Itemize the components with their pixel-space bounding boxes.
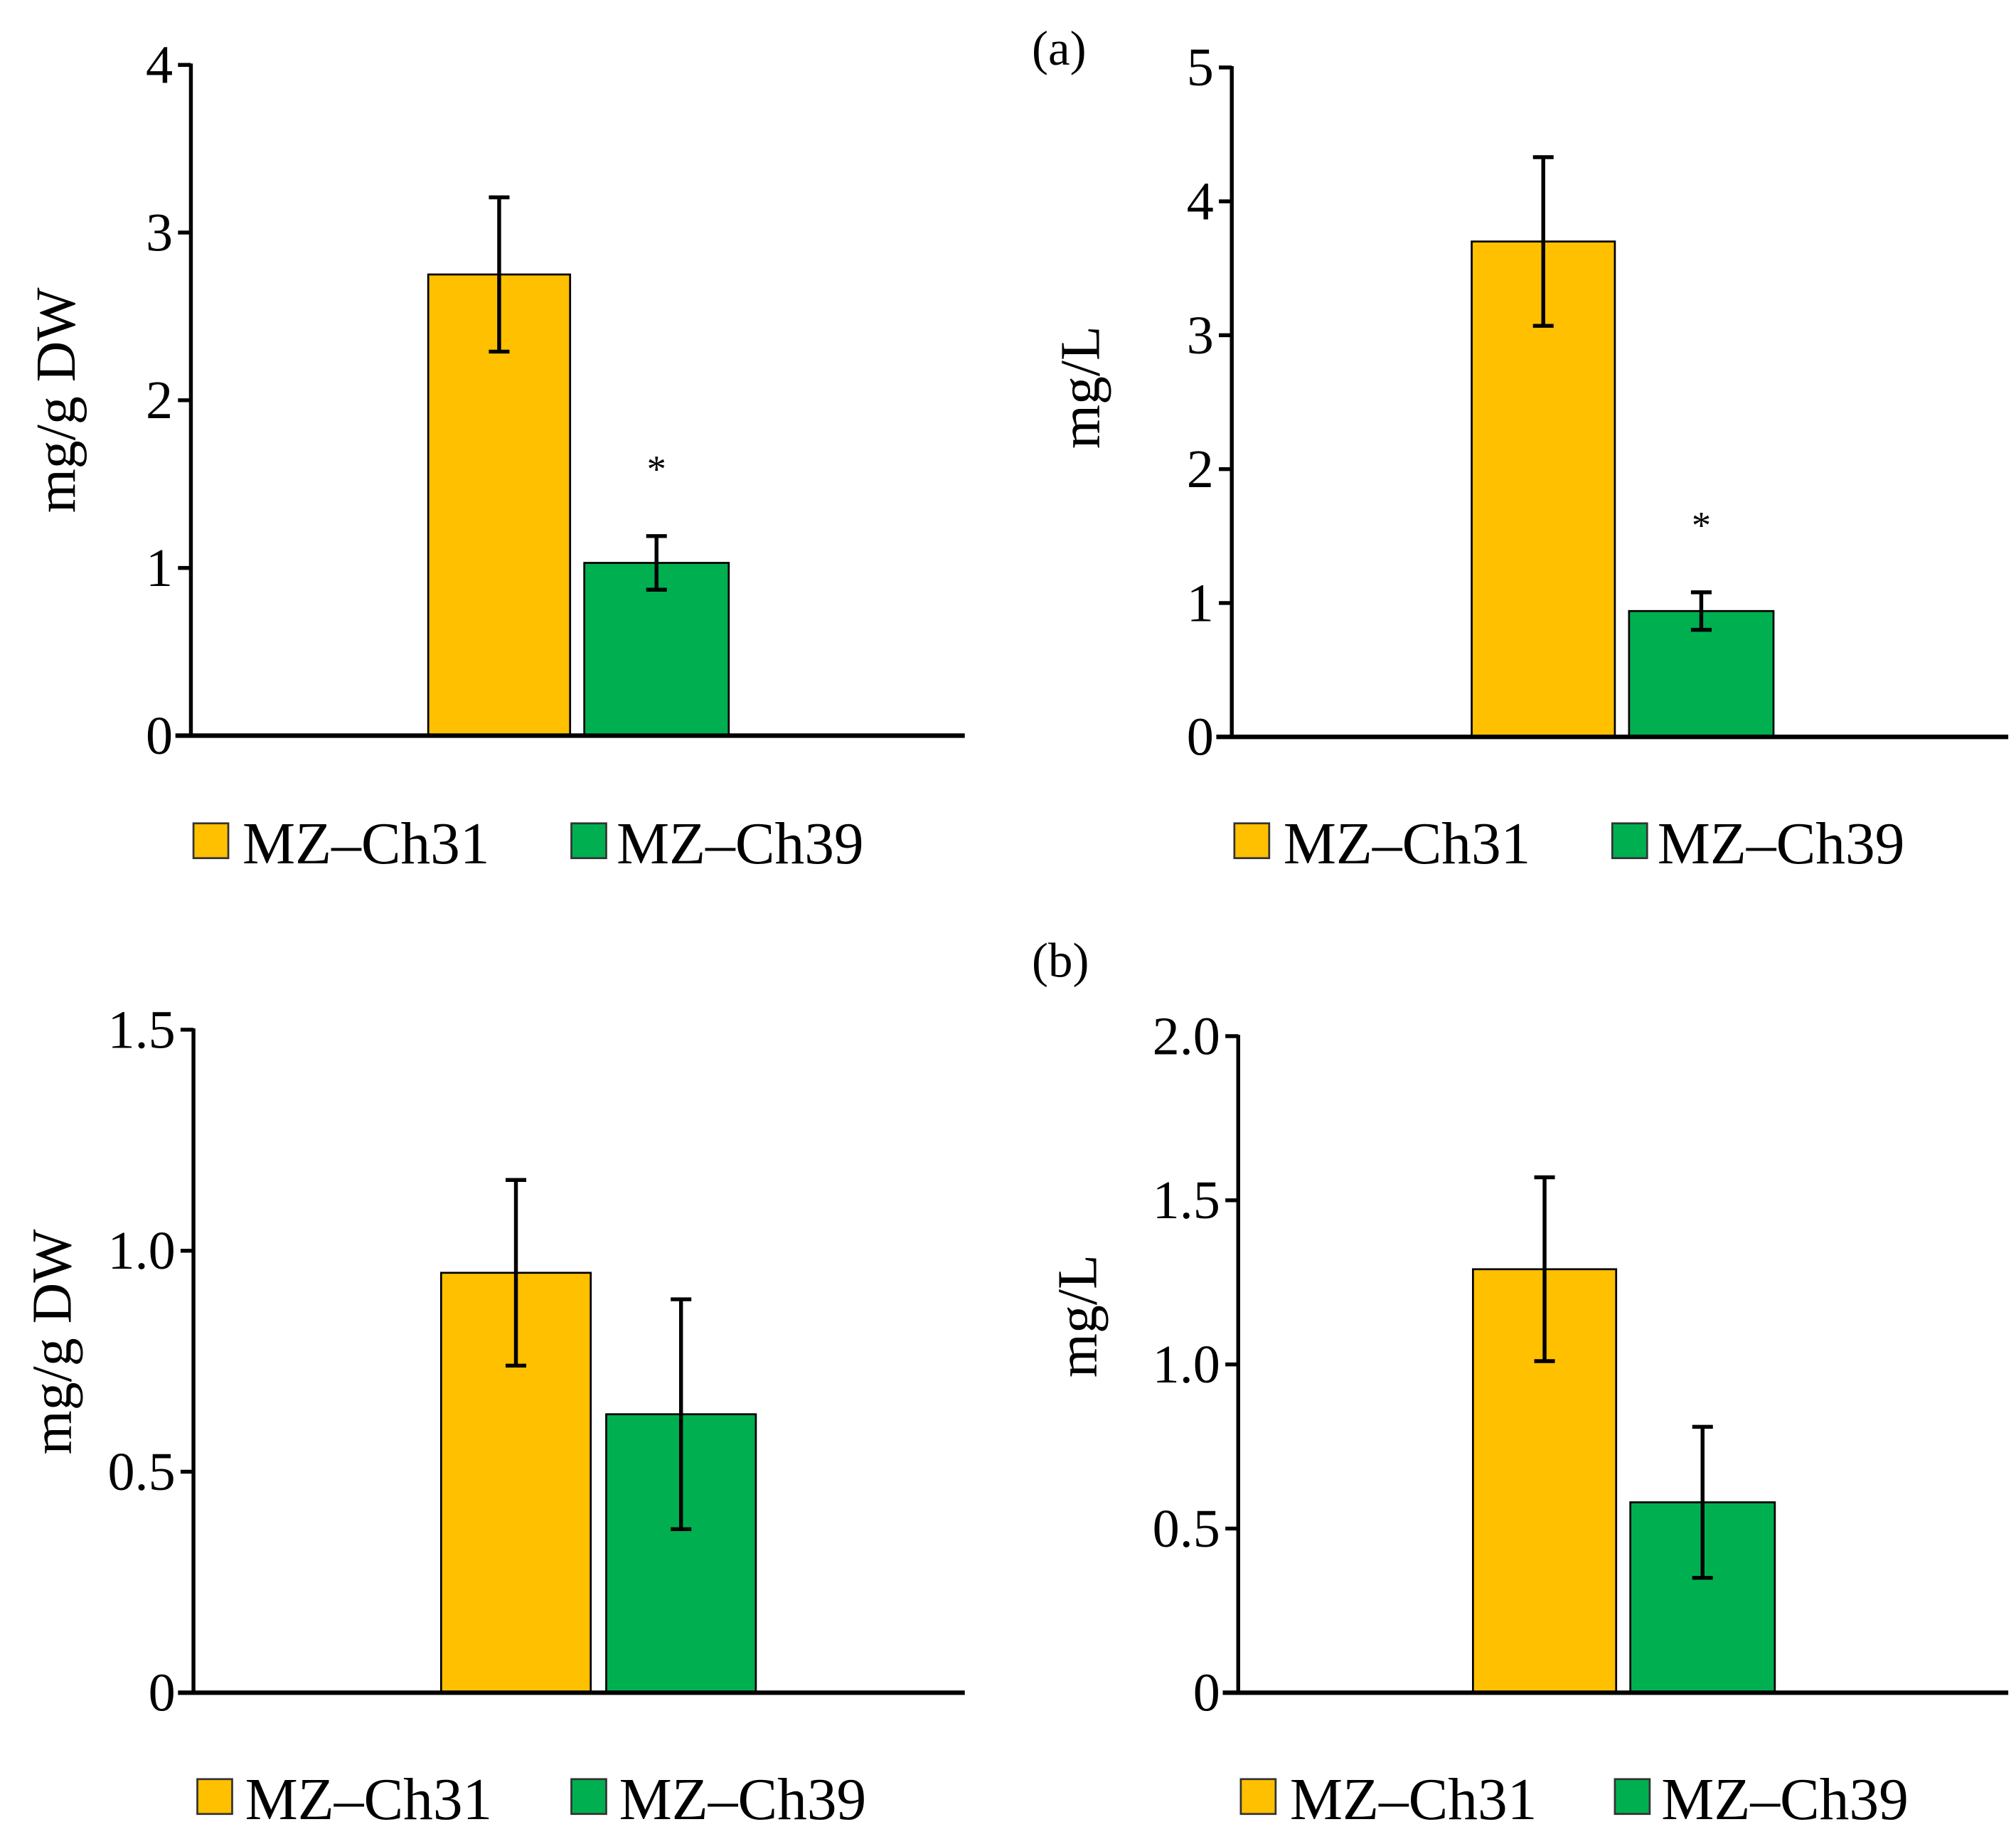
y-tick-label: 4: [146, 36, 173, 95]
y-tick-label: 1.0: [107, 1221, 175, 1281]
legend-swatch-mz-ch31: [196, 1778, 233, 1816]
legend-swatch-mz-ch31: [192, 822, 230, 860]
y-tick-label: 5: [1187, 38, 1214, 97]
legend-label: MZ–Ch31: [242, 811, 490, 877]
y-axis-label: mg/L: [1049, 326, 1111, 449]
chart-4: 0 0.5 1.0 1.5 2.0 mg/L MZ–Ch31 MZ–Ch39: [1047, 1006, 2009, 1833]
legend-label: MZ–Ch39: [617, 811, 864, 877]
legend-label: MZ–Ch39: [1658, 811, 1905, 877]
y-tick-label: 2: [1187, 439, 1214, 499]
y-tick-label: 0: [1193, 1663, 1220, 1723]
y-tick-label: 0: [149, 1663, 176, 1723]
y-tick-label: 1: [146, 538, 173, 598]
chart-1: * 0 1 2 3 4 mg/g DW MZ–Ch31 MZ–Ch39: [25, 36, 965, 877]
chart-3: 0 0.5 1.0 1.5 mg/g DW MZ–Ch31 MZ–Ch39: [21, 1000, 965, 1833]
y-tick-label: 0: [1187, 708, 1214, 767]
y-tick-label: 2.0: [1153, 1006, 1220, 1066]
legend-swatch-mz-ch31: [1239, 1778, 1277, 1816]
y-tick-label: 3: [1187, 306, 1214, 366]
y-tick-label: 1.5: [107, 1000, 175, 1060]
legend-label: MZ–Ch39: [619, 1767, 867, 1833]
legend-label: MZ–Ch31: [245, 1767, 493, 1833]
significance-marker: *: [647, 448, 666, 491]
y-tick-label: 3: [146, 203, 173, 262]
y-tick-label: 1.0: [1153, 1335, 1220, 1395]
legend-swatch-mz-ch39: [570, 822, 607, 860]
y-axis-label: mg/L: [1047, 1254, 1109, 1377]
legend-swatch-mz-ch39: [1611, 822, 1648, 860]
y-tick-label: 2: [146, 371, 173, 430]
y-tick-label: 0.5: [107, 1442, 175, 1502]
chart-2: * 0 1 2 3 4 5 mg/L MZ–Ch31 MZ–Ch39: [1049, 38, 2009, 877]
y-tick-label: 1.5: [1153, 1171, 1220, 1230]
legend-label: MZ–Ch39: [1661, 1767, 1909, 1833]
y-tick-label: 1: [1187, 573, 1214, 633]
legend-swatch-mz-ch39: [570, 1778, 607, 1816]
bar-mz-ch39: [1628, 609, 1775, 738]
y-tick-label: 0: [146, 706, 173, 766]
y-axis-label: mg/g DW: [25, 287, 87, 513]
y-tick-label: 0.5: [1153, 1499, 1220, 1559]
legend-label: MZ–Ch31: [1290, 1767, 1537, 1833]
y-tick-label: 4: [1187, 172, 1214, 232]
y-axis-label: mg/g DW: [21, 1229, 84, 1455]
panel-label-b: (b): [1032, 934, 1089, 988]
panel-label-a: (a): [1032, 21, 1086, 75]
legend-swatch-mz-ch39: [1614, 1778, 1651, 1816]
significance-marker: *: [1692, 504, 1711, 547]
legend-swatch-mz-ch31: [1233, 822, 1271, 860]
legend-label: MZ–Ch31: [1284, 811, 1531, 877]
